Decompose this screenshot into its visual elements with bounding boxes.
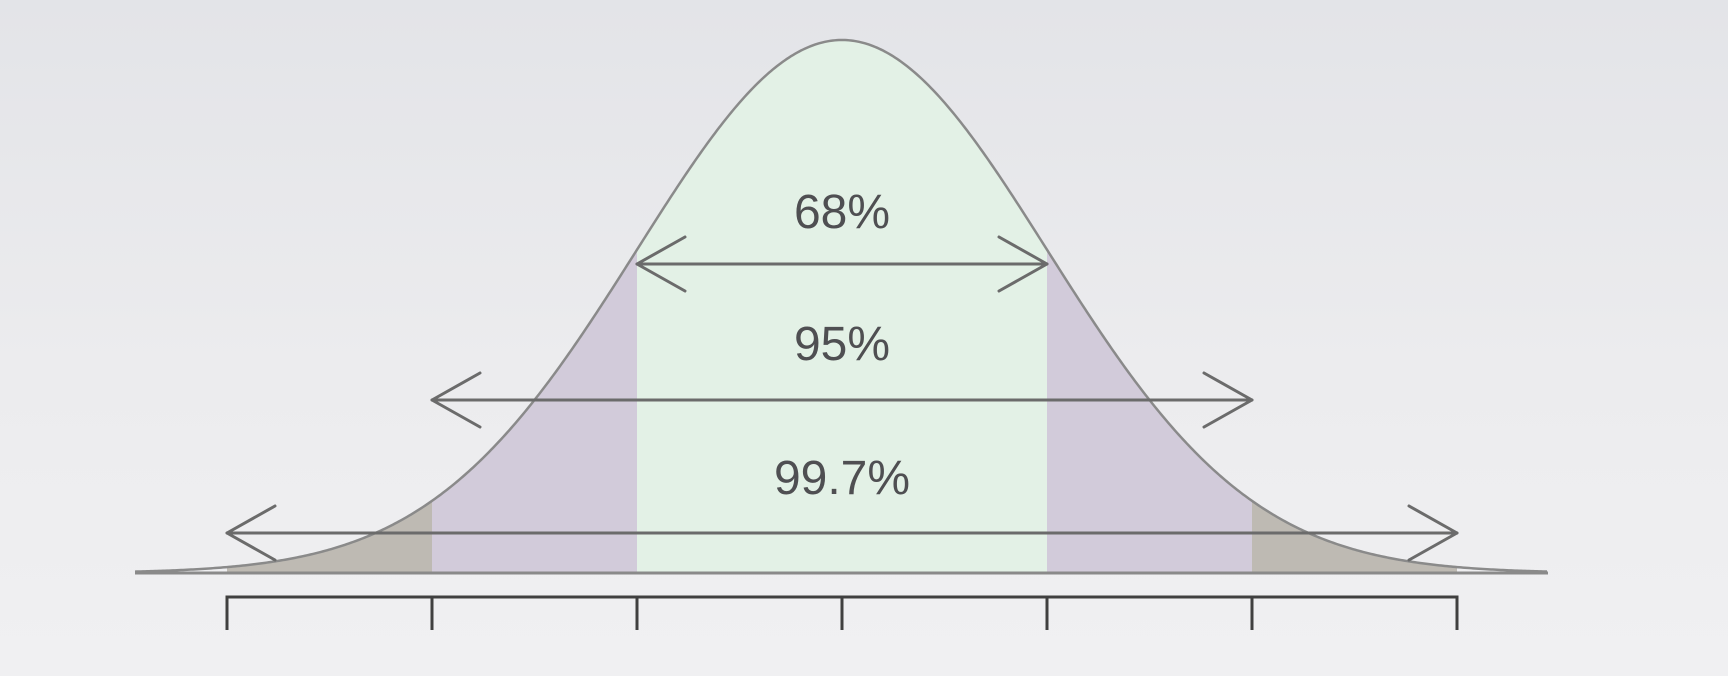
percentage-labels: 68% 95% 99.7% <box>774 186 910 505</box>
label-68: 68% <box>794 186 890 239</box>
label-997: 99.7% <box>774 452 910 505</box>
label-95: 95% <box>794 318 890 371</box>
x-axis <box>225 595 1459 630</box>
arrow-95 <box>430 371 1254 429</box>
arrow-68 <box>635 235 1049 293</box>
arrow-997 <box>225 504 1459 562</box>
range-arrows <box>225 235 1459 562</box>
